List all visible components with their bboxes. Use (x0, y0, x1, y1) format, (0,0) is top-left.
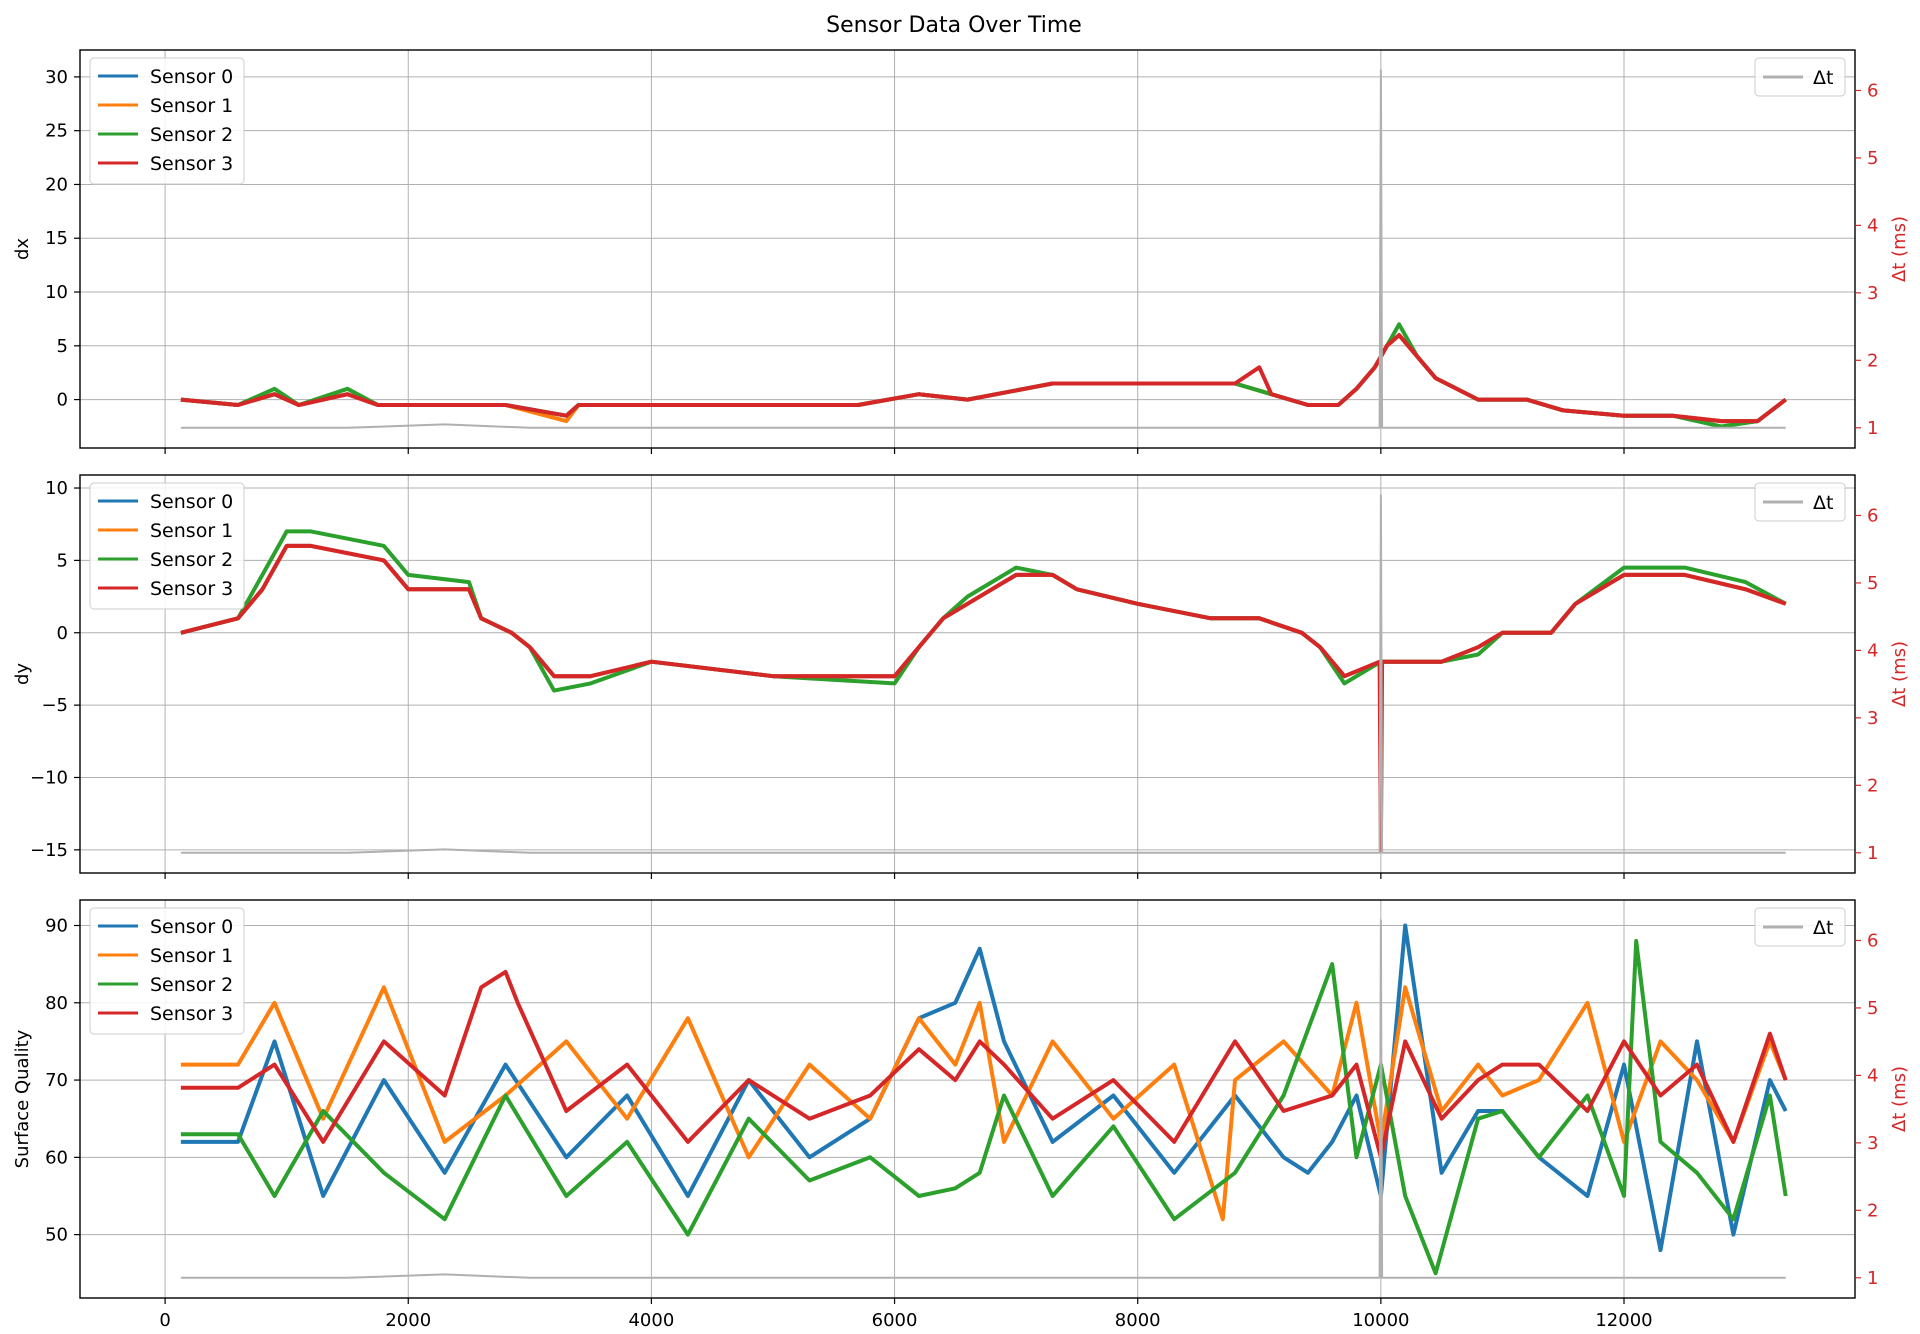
series-group (180, 919, 1788, 1279)
legend-entry: Sensor 2 (150, 124, 233, 146)
y2-axis-label: Δt (ms) (1889, 1066, 1910, 1132)
series-line-sensor-0 (180, 923, 1788, 1253)
y2-tick-label: 2 (1867, 775, 1878, 796)
y2-tick-label: 5 (1867, 573, 1878, 594)
y-tick-label: 0 (57, 623, 68, 644)
y-tick-label: 60 (45, 1147, 68, 1168)
y-tick-label: 10 (45, 282, 68, 303)
series-line-sensor-3 (180, 969, 1788, 1160)
x-tick-label: 10000 (1352, 1310, 1409, 1331)
legend-entry: Sensor 1 (150, 95, 233, 117)
legend-entry: Sensor 0 (150, 916, 233, 938)
legend-entry: Sensor 2 (150, 549, 233, 571)
legend-entry: Sensor 3 (150, 578, 233, 600)
legend-box (89, 57, 245, 185)
subplot-2: 0 2000 4000 6000 8000 10000 12000 50 60 70 80 90 1 2 3… (12, 899, 1910, 1331)
plot-frame (79, 49, 1856, 449)
y2-tick-label: 5 (1867, 148, 1878, 169)
x-tick-label: 6000 (872, 1310, 918, 1331)
y-tick-label: 25 (45, 121, 68, 142)
y2-tick-label: 3 (1867, 283, 1878, 304)
y-tick-label: 5 (57, 550, 68, 571)
legend-dt: Δt (1754, 482, 1846, 522)
y-tick-label: −5 (41, 695, 68, 716)
y2-tick-label: 1 (1867, 418, 1878, 439)
y2-tick-label: 6 (1867, 505, 1878, 526)
y-tick-label: 70 (45, 1070, 68, 1091)
series-line-sensor-2 (180, 939, 1788, 1276)
series-line-sensor-2 (180, 529, 1787, 693)
legend-entry: Sensor 0 (150, 491, 233, 513)
legend-dt-entry: Δt (1813, 492, 1833, 514)
y2-tick-label: 2 (1867, 1200, 1878, 1221)
legend-entry: Sensor 1 (150, 945, 233, 967)
y-tick-label: 30 (45, 67, 68, 88)
y2-tick-label: 3 (1867, 1133, 1878, 1154)
y2-tick-label: 4 (1867, 215, 1878, 236)
y2-tick-label: 4 (1867, 1065, 1878, 1086)
legend-dt-entry: Δt (1813, 67, 1833, 89)
y-tick-label: 0 (57, 390, 68, 411)
y-tick-label: 15 (45, 228, 68, 249)
y-tick-label: 90 (45, 916, 68, 937)
plot-frame (79, 474, 1856, 874)
y-tick-label: 5 (57, 336, 68, 357)
y-tick-label: 10 (45, 478, 68, 499)
legend-dt: Δt (1754, 907, 1846, 947)
y2-tick-label: 1 (1867, 1268, 1878, 1289)
legend-entry: Sensor 1 (150, 520, 233, 542)
legend-entry: Sensor 0 (150, 66, 233, 88)
series-line-dtt (180, 69, 1786, 429)
x-tick-label: 12000 (1595, 1310, 1652, 1331)
y2-tick-label: 2 (1867, 350, 1878, 371)
y-axis-label: dx (12, 238, 33, 260)
y2-tick-label: 6 (1867, 930, 1878, 951)
y2-axis-label: Δt (ms) (1889, 216, 1910, 282)
x-tick-label: 4000 (628, 1310, 674, 1331)
y-tick-label: 80 (45, 993, 68, 1014)
y-tick-label: −15 (30, 840, 68, 861)
legend-dt-entry: Δt (1813, 917, 1833, 939)
y-axis-label: Surface Quality (12, 1029, 33, 1168)
y-axis-label: dy (12, 663, 33, 685)
legend: Sensor 0 Sensor 1 Sensor 2 Sensor 3 (89, 57, 245, 185)
y2-tick-label: 6 (1867, 80, 1878, 101)
x-tick-label: 2000 (385, 1310, 431, 1331)
y-tick-label: −10 (30, 767, 68, 788)
legend-dt: Δt (1754, 57, 1846, 97)
series-line-dtt (180, 494, 1786, 854)
x-tick-label: 8000 (1115, 1310, 1161, 1331)
figure-title: Sensor Data Over Time (826, 13, 1082, 38)
series-line-sensor-3 (180, 333, 1787, 424)
series-line-sensor-1 (180, 985, 1788, 1222)
legend-entry: Sensor 3 (150, 153, 233, 175)
series-group (180, 69, 1787, 429)
series-line-sensor-3 (180, 543, 1787, 852)
x-tick-label: 0 (159, 1310, 170, 1331)
y-tick-label: 20 (45, 174, 68, 195)
legend: Sensor 0 Sensor 1 Sensor 2 Sensor 3 (89, 482, 245, 610)
series-line-dtt (180, 919, 1786, 1279)
y2-tick-label: 5 (1867, 998, 1878, 1019)
y2-tick-label: 4 (1867, 640, 1878, 661)
legend-box (89, 907, 245, 1035)
y2-tick-label: 1 (1867, 843, 1878, 864)
legend-box (89, 482, 245, 610)
plot-frame (79, 899, 1856, 1299)
legend-entry: Sensor 2 (150, 974, 233, 996)
legend: Sensor 0 Sensor 1 Sensor 2 Sensor 3 (89, 907, 245, 1035)
y2-tick-label: 3 (1867, 708, 1878, 729)
legend-entry: Sensor 3 (150, 1003, 233, 1025)
series-group (180, 494, 1787, 854)
y2-axis-label: Δt (ms) (1889, 641, 1910, 707)
y-tick-label: 50 (45, 1225, 68, 1246)
